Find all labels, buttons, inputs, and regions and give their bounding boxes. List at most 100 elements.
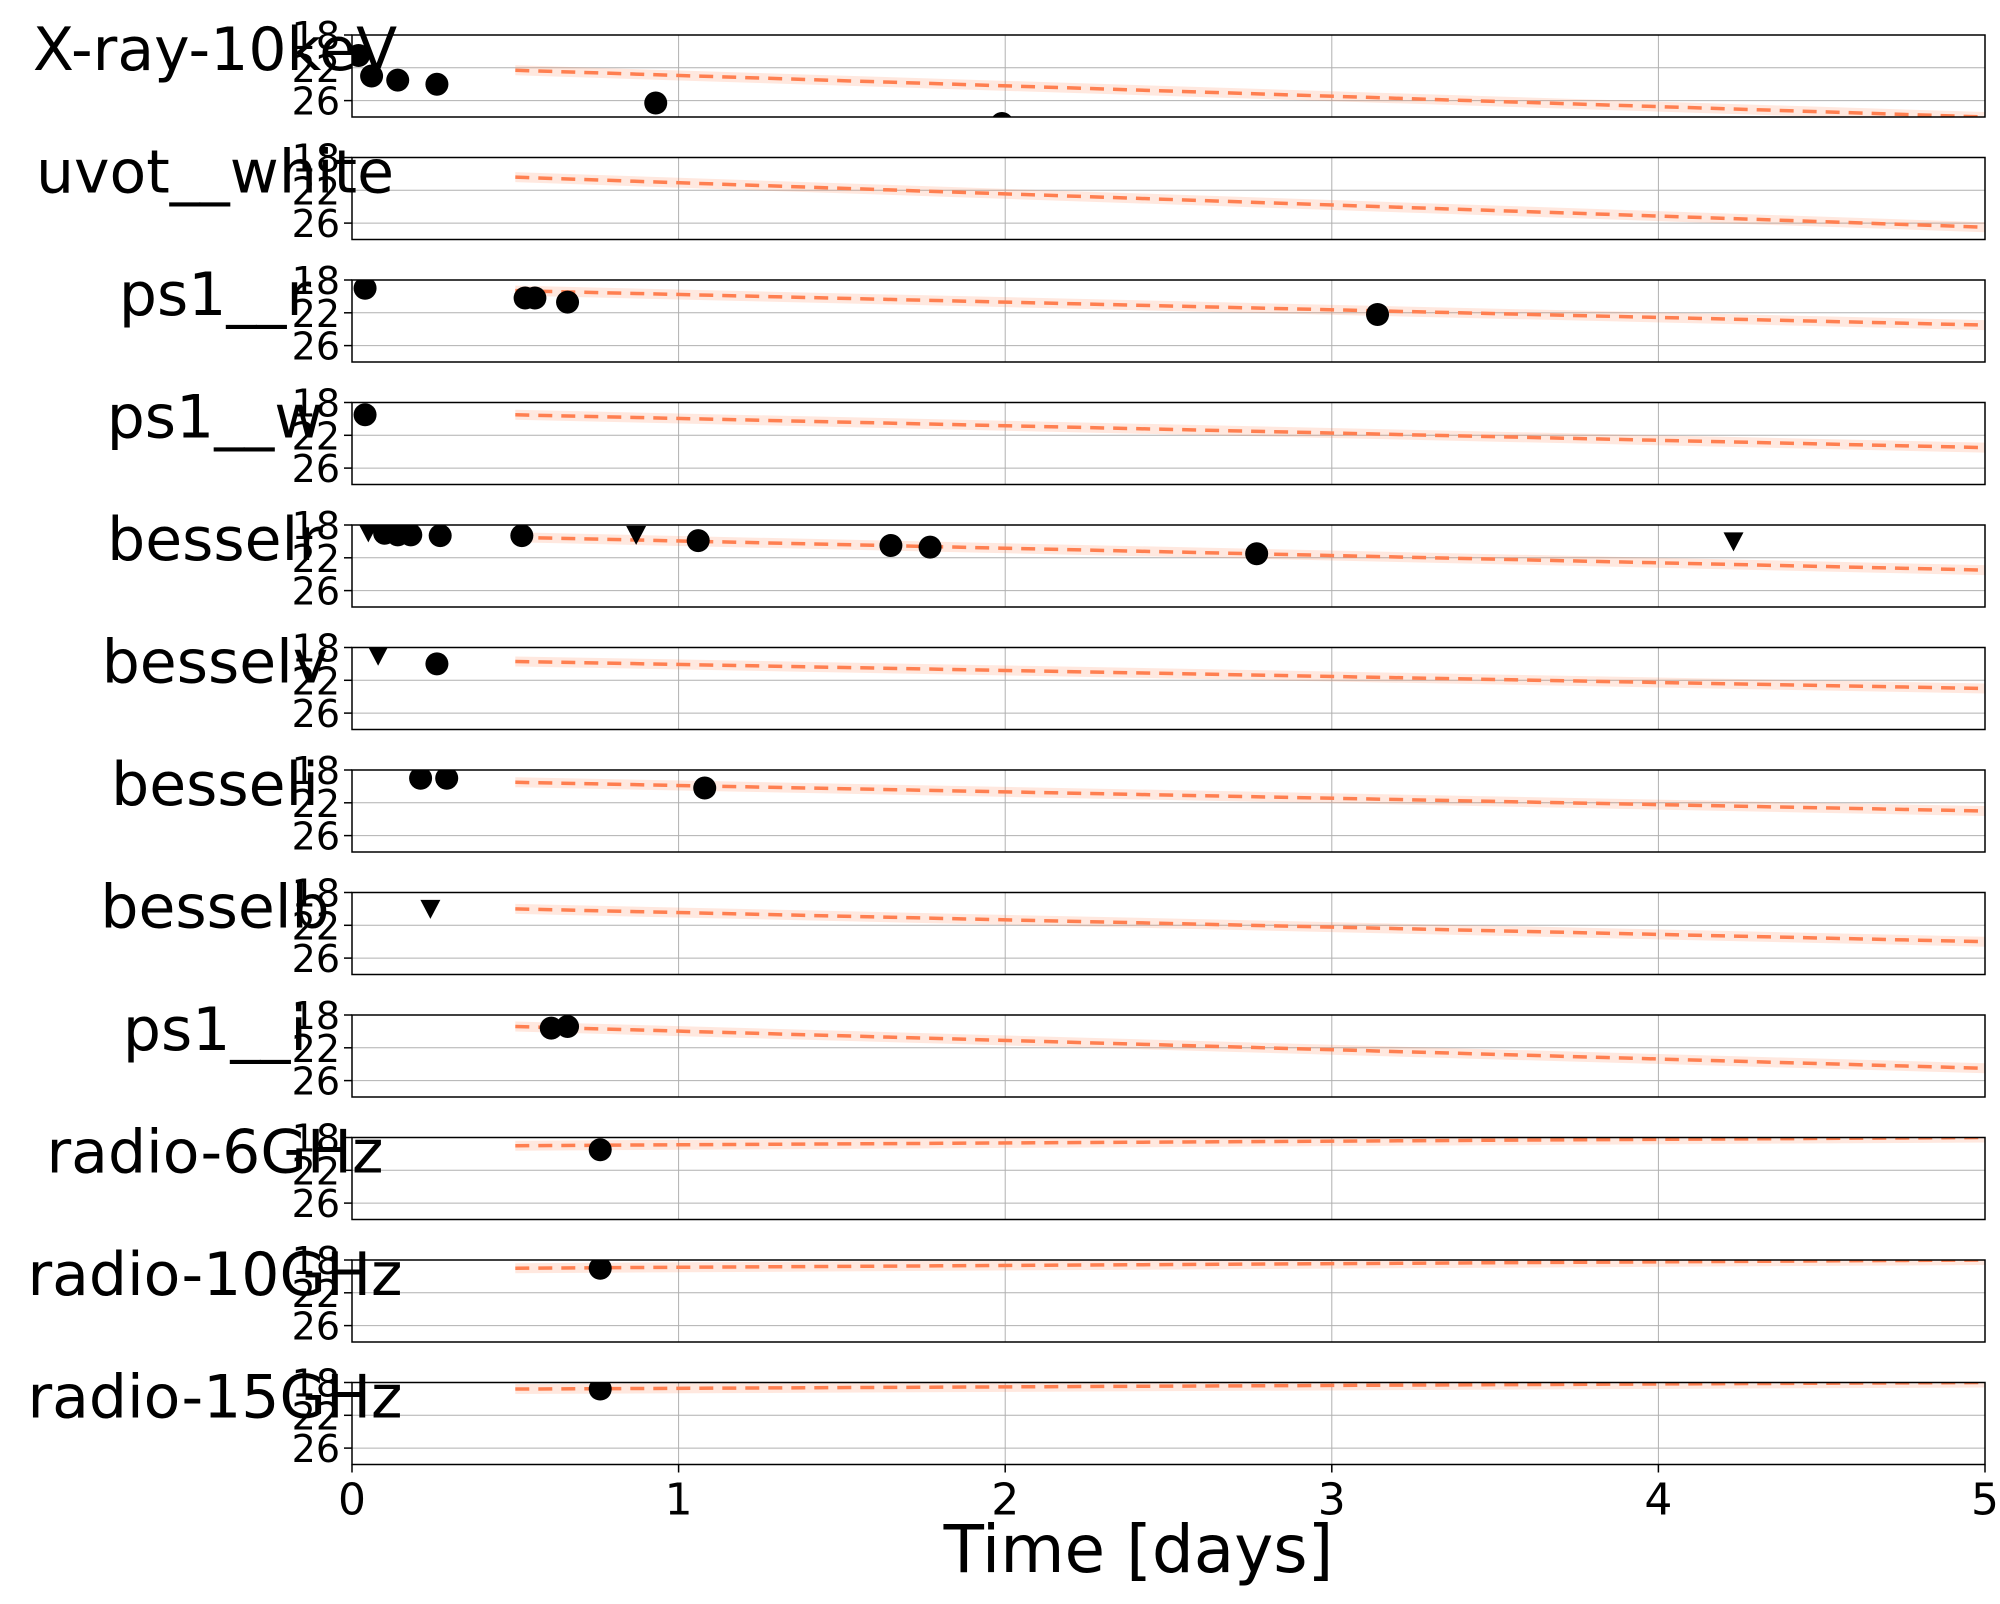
detection-point [588,1138,612,1162]
model-uncertainty-band [515,1137,1985,1151]
y-tick-label: 22 [292,904,340,948]
detection-point [435,770,459,790]
y-tick-label: 26 [292,1427,340,1471]
detection-point [992,112,1012,117]
x-tick-label: 2 [991,1475,1019,1526]
detection-point [425,652,449,676]
model-line [515,1382,1985,1391]
detection-point [352,44,371,67]
detection-point [556,1015,580,1038]
y-tick-label: 26 [292,1182,340,1226]
detection-point [693,776,717,800]
y-tick-label: 18 [292,259,340,303]
panel-frame [351,1136,1986,1221]
y-tick-label: 18 [292,994,340,1038]
model-line [515,288,1985,327]
panel-frame [351,891,1986,976]
y-tick-label: 22 [292,292,340,336]
y-tick-label: 18 [292,382,340,426]
model-uncertainty-band [515,656,1985,694]
model-line [515,68,1985,117]
model-uncertainty-band [515,903,1985,947]
panel-label: radio-6GHz [47,1118,384,1188]
detection-point [399,525,423,547]
y-tick-label: 26 [292,325,340,369]
x-tick-label: 4 [1644,1475,1672,1526]
y-tick-label: 26 [292,815,340,859]
detection-point [918,535,942,559]
panel-content [353,403,1985,453]
y-tick-label: 26 [292,202,340,246]
panel-label: radio-10GHz [27,1240,402,1310]
y-tick-label: 26 [292,937,340,981]
y-tick-label: 26 [292,447,340,491]
model-line [515,907,1985,944]
detection-point [556,290,580,314]
model-line [515,175,1985,229]
panel-frame [351,1259,1986,1343]
upper-limit-marker [420,899,441,919]
panel-frame [351,1381,1986,1466]
detection-point [353,403,377,427]
y-tick-label: 22 [292,47,340,91]
panel-content [515,1382,1985,1401]
model-uncertainty-band [515,1260,1985,1274]
y-tick-label: 26 [292,692,340,736]
panel-content [359,525,1985,576]
panel-frame [351,769,1986,853]
model-line [515,780,1985,813]
y-tick-label: 22 [292,537,340,581]
upper-limit-marker [1723,532,1744,552]
detection-point [879,534,903,557]
y-tick-label: 18 [292,137,340,181]
detection-point [428,525,452,548]
y-tick-label: 18 [292,627,340,671]
panel-frame [351,34,1986,118]
upper-limit-marker [368,647,388,666]
detection-point [409,770,433,790]
model-uncertainty-band [515,409,1985,453]
y-tick-label: 22 [292,414,340,458]
y-tick-label: 18 [292,749,340,793]
y-tick-label: 22 [292,1272,340,1316]
panel-content [420,899,1985,947]
panel-label: besselb [100,873,329,943]
model-uncertainty-band [515,777,1985,816]
panel-label: radio-15GHz [27,1363,402,1433]
model-line [515,413,1985,450]
panel-label: uvot__white [36,138,394,208]
detection-point [425,72,449,96]
detection-point [360,64,384,88]
model-line [515,1260,1985,1270]
detection-point [523,286,547,310]
model-line [515,659,1985,691]
x-tick-label: 1 [665,1475,693,1526]
y-tick-label: 26 [292,80,340,124]
model-line [515,535,1985,572]
panel-content [515,1260,1985,1280]
y-tick-label: 22 [292,1394,340,1438]
y-tick-label: 18 [292,1239,340,1283]
y-tick-label: 22 [292,782,340,826]
detection-point [353,280,377,300]
panel-frame [351,401,1986,486]
detection-point [386,68,410,92]
panel-content [409,770,1985,816]
x-tick-label: 0 [338,1475,366,1526]
y-tick-label: 18 [292,1117,340,1161]
panel-frame [351,156,1986,241]
y-tick-label: 22 [292,659,340,703]
model-uncertainty-band [515,65,1985,117]
y-tick-label: 22 [292,1149,340,1193]
model-uncertainty-band [515,1021,1985,1074]
y-tick-label: 22 [292,169,340,213]
upper-limit-marker [359,525,378,543]
